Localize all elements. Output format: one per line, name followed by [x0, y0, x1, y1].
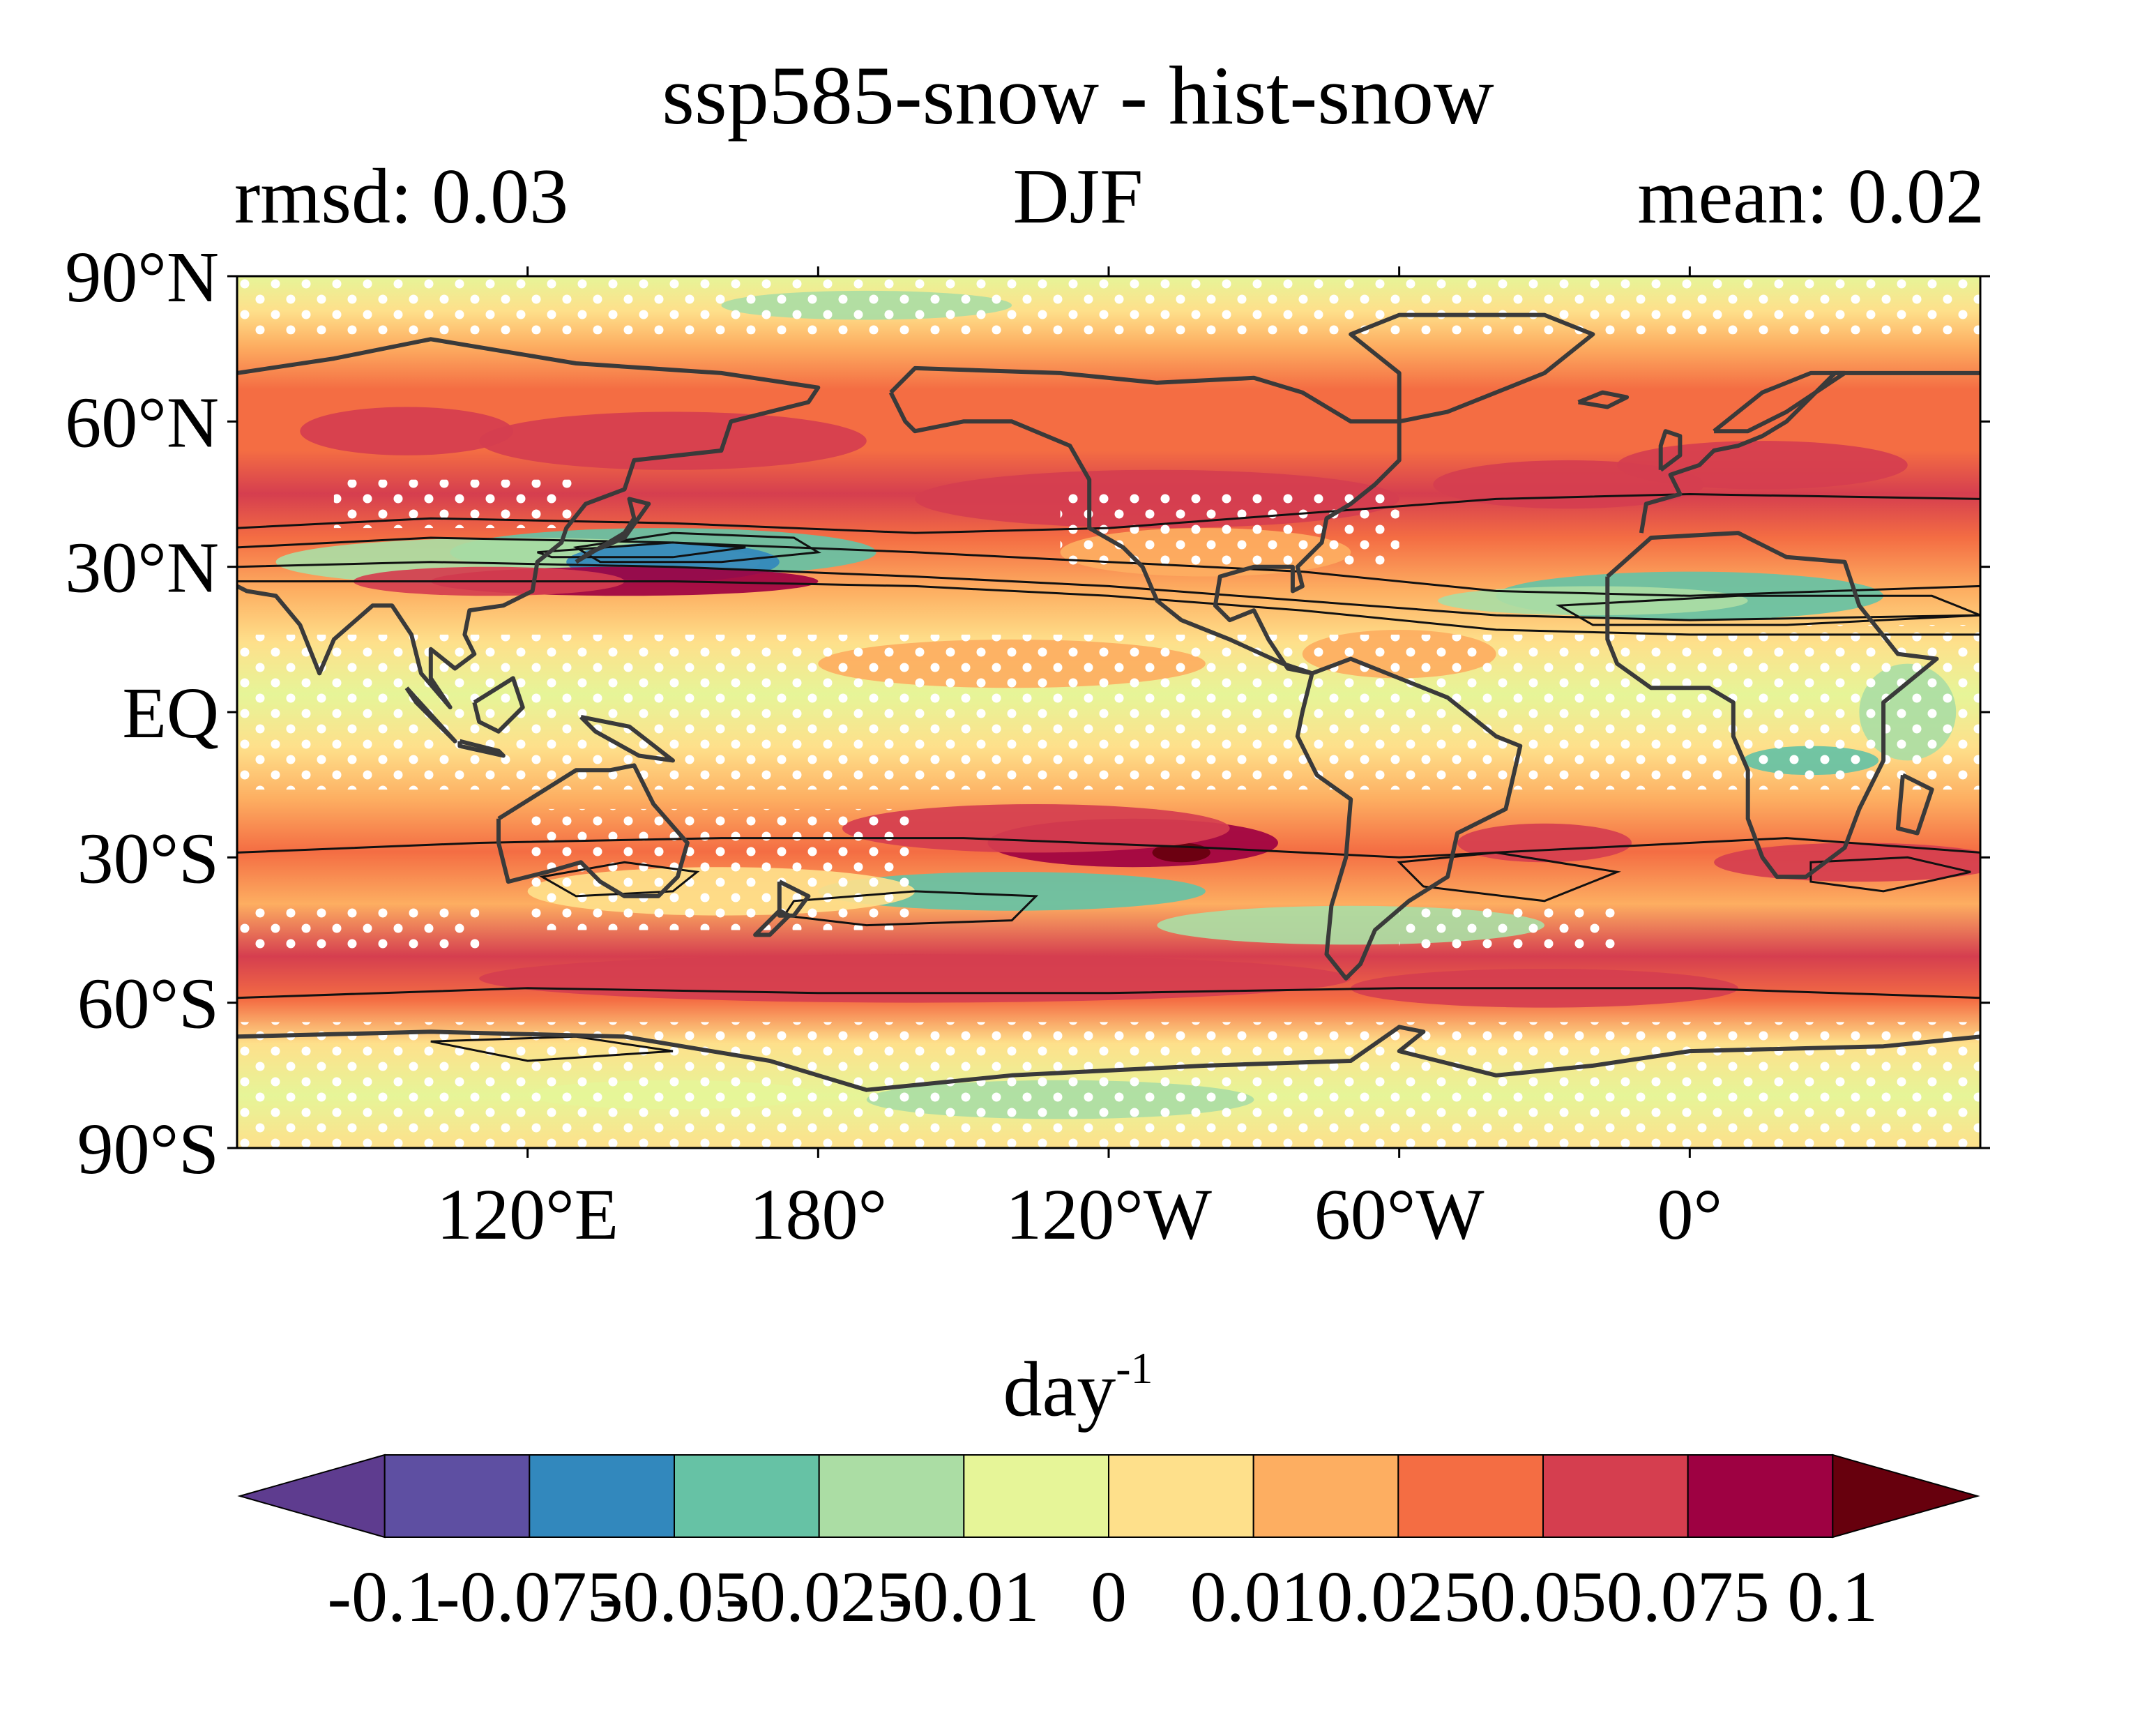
colorbar-bin — [384, 1454, 531, 1538]
contour-loop — [537, 541, 746, 559]
colorbar-tick-labels: -0.1-0.075-0.05-0.025-0.01 0 0.01 0.025 0.05… — [327, 1557, 1878, 1637]
contour-line — [237, 561, 1980, 621]
contour-loop — [430, 1035, 674, 1062]
coastline — [1577, 390, 1630, 409]
coastline — [1605, 531, 1939, 879]
chart-title: ssp585-snow - hist-snow — [662, 49, 1494, 142]
field-anomaly-region — [1457, 823, 1632, 863]
units-exponent: -1 — [1116, 1343, 1153, 1393]
contour-line — [237, 837, 1980, 859]
x-tick-label: 0° — [1657, 1175, 1723, 1255]
coastline — [575, 497, 651, 564]
stipple-region — [527, 808, 916, 930]
coastline — [753, 909, 791, 937]
field-anomaly-region — [842, 804, 1230, 853]
x-tick-label: 60°W — [1314, 1175, 1485, 1255]
field-anomaly-region — [479, 412, 867, 470]
mean-label: mean: 0.02 — [1637, 153, 1984, 240]
field-anomaly-region — [479, 954, 1351, 1003]
contour-loop — [539, 861, 700, 898]
colorbar-bin — [1108, 1454, 1254, 1538]
stipple-region — [1399, 905, 1618, 955]
colorbar-bin — [1397, 1454, 1544, 1538]
climatology-contours — [237, 492, 1980, 1062]
coastline — [496, 763, 690, 898]
coastline — [888, 365, 1402, 676]
axis-tick-labels: 120°E 180° 120°W 60°W 0° 90°N 60°N 30°N EQ 30°S 60… — [65, 237, 1722, 1255]
coastline — [237, 1025, 1980, 1092]
colorbar-under-extension — [237, 1454, 386, 1539]
field-anomaly-region — [1714, 843, 1980, 882]
coastlines — [237, 312, 1980, 1092]
colorbar-bin — [963, 1454, 1110, 1538]
colorbar-bin — [674, 1454, 820, 1538]
coastline — [457, 739, 506, 758]
stipple-region — [237, 1022, 1980, 1148]
stipple-region — [237, 634, 1980, 790]
contour-line — [237, 536, 1980, 597]
coastline — [1895, 773, 1934, 836]
y-tick-label: 60°N — [65, 382, 219, 462]
x-tick-label: 120°E — [436, 1175, 618, 1255]
x-tick-label: 180° — [750, 1175, 888, 1255]
coastline — [472, 676, 525, 734]
colorbar-tick-label: -0.01 — [888, 1557, 1040, 1637]
colorbar-tick-label: -0.05 — [599, 1557, 750, 1637]
coastline — [404, 686, 457, 743]
colorbar-tick-label: -0.025 — [725, 1557, 913, 1637]
y-tick-label: 90°N — [65, 237, 219, 317]
axis-ticks — [227, 266, 1990, 1158]
colorbar-bin — [818, 1454, 965, 1538]
colorbar-bin — [1252, 1454, 1399, 1538]
colorbar-bin — [1687, 1454, 1834, 1538]
coastline — [1349, 312, 1595, 424]
field-anomaly-region — [1438, 586, 1748, 616]
colorbar-units-label: day-1 — [0, 1325, 2156, 1438]
stippling — [237, 276, 1980, 1148]
colorbar-tick-label: 0.075 — [1607, 1557, 1770, 1637]
stipple-region — [237, 905, 480, 955]
colorbar-tick-label: 0 — [1091, 1557, 1127, 1637]
season-label: DJF — [1012, 153, 1144, 240]
coastline — [237, 337, 821, 710]
y-tick-label: 30°S — [77, 818, 219, 898]
colorbar-bin — [529, 1454, 675, 1538]
colorbar-tick-label: -0.1 — [327, 1557, 442, 1637]
y-tick-label: EQ — [122, 673, 219, 753]
colorbar-tick-label: -0.075 — [436, 1557, 623, 1637]
colorbar-bin — [1542, 1454, 1689, 1538]
coastline — [777, 879, 811, 918]
colorbar-tick-label: 0.025 — [1316, 1557, 1480, 1637]
field-anomaly-region — [1617, 441, 1908, 490]
contour-loop — [1555, 594, 1980, 626]
coastline — [579, 714, 675, 763]
rmsd-label: rmsd: 0.03 — [234, 153, 569, 240]
units-base: day — [1003, 1346, 1116, 1433]
colorbar — [237, 1454, 1980, 1539]
contour-line — [237, 987, 1980, 999]
contour-loop — [572, 531, 821, 564]
coastline — [1713, 370, 1847, 434]
data-field — [237, 276, 1980, 1148]
y-tick-label: 60°S — [77, 964, 219, 1044]
contour-loop — [1809, 856, 1971, 893]
coastline — [1658, 429, 1683, 472]
colorbar-tick-label: 0.01 — [1190, 1557, 1317, 1637]
contour-loop — [1397, 851, 1621, 903]
stipple-region — [237, 276, 1980, 335]
colorbar-tick-label: 0.05 — [1480, 1557, 1607, 1637]
y-tick-label: 30°N — [65, 528, 219, 608]
y-tick-label: 90°S — [77, 1109, 219, 1189]
coastline — [1295, 656, 1523, 981]
contour-line — [237, 580, 1980, 636]
colorbar-tick-label: 0.1 — [1787, 1557, 1878, 1637]
stipple-region — [1738, 625, 1980, 674]
contour-line — [237, 492, 1980, 534]
x-tick-label: 120°W — [1005, 1175, 1212, 1255]
colorbar-over-extension — [1832, 1454, 1980, 1539]
field-anomaly-region — [300, 407, 513, 455]
